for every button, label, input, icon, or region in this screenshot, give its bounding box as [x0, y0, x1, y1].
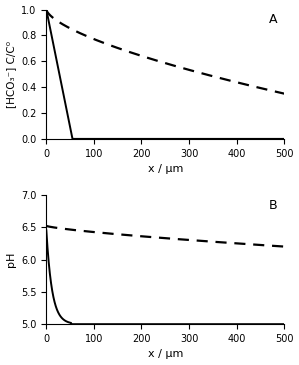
Text: B: B	[269, 199, 277, 212]
X-axis label: x / μm: x / μm	[148, 349, 183, 360]
X-axis label: x / μm: x / μm	[148, 164, 183, 174]
Y-axis label: pH: pH	[6, 252, 16, 267]
Y-axis label: [HCO₃⁻] C/C⁰: [HCO₃⁻] C/C⁰	[6, 41, 16, 108]
Text: A: A	[269, 14, 277, 26]
